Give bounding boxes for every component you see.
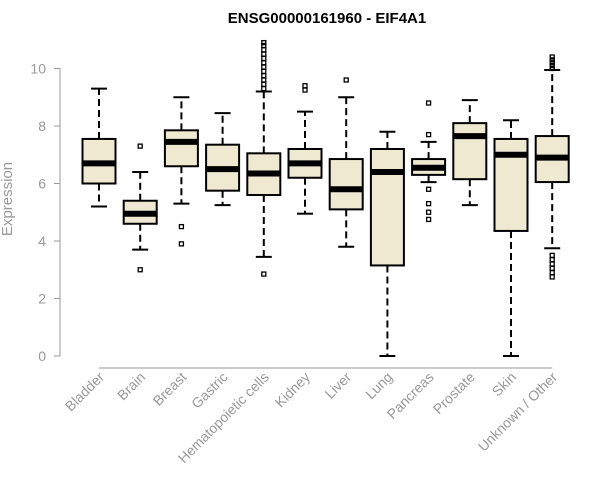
outlier-point: [343, 77, 349, 83]
box-iqr: [452, 122, 488, 181]
box-iqr: [163, 129, 199, 168]
outlier-point: [178, 223, 185, 230]
y-tick-label: 0: [38, 348, 46, 364]
y-tick-label: 10: [30, 61, 46, 77]
y-tick-label: 2: [38, 291, 46, 307]
outlier-point: [549, 57, 555, 63]
outlier-point: [137, 143, 143, 149]
outlier-point: [549, 261, 555, 267]
outlier-point: [261, 73, 267, 79]
x-tick-label: Bladder: [62, 369, 108, 415]
outlier-point: [549, 265, 555, 271]
outlier-point: [549, 274, 555, 280]
box-unknown-other: [534, 54, 570, 280]
outlier-point: [549, 257, 555, 263]
outlier-point: [425, 100, 432, 106]
box-iqr: [369, 148, 405, 267]
box-bladder: [81, 87, 117, 208]
outlier-point: [425, 216, 432, 223]
box-prostate: [452, 99, 488, 207]
outlier-point: [425, 209, 432, 215]
outlier-point: [261, 81, 267, 87]
outlier-point: [302, 83, 308, 89]
box-breast: [163, 96, 199, 247]
x-tick-label: Skin: [489, 369, 520, 400]
x-tick-label: Breast: [150, 369, 190, 409]
outlier-point: [178, 241, 185, 247]
outlier-point: [425, 200, 432, 207]
y-tick-label: 6: [38, 176, 46, 192]
outlier-point: [425, 186, 432, 192]
outlier-point: [261, 51, 267, 57]
outlier-point: [549, 65, 555, 72]
axes: 0 2 4 6 8 10: [30, 61, 553, 369]
outlier-point: [549, 60, 555, 66]
outlier-point: [261, 39, 267, 46]
outlier-point: [549, 54, 555, 60]
x-tick-label: Prostate: [430, 369, 478, 417]
box-pancreas: [411, 100, 447, 223]
outlier-point: [549, 269, 555, 276]
box-liver: [328, 77, 364, 248]
outlier-point: [261, 85, 267, 92]
outlier-point: [549, 252, 555, 259]
outlier-point: [549, 62, 555, 69]
y-tick-label: 8: [38, 118, 46, 134]
x-tick-label: Kidney: [272, 369, 314, 411]
box-lung: [369, 130, 405, 357]
outlier-point: [302, 87, 308, 93]
outlier-point: [261, 42, 267, 49]
x-tick-label: Liver: [322, 369, 355, 402]
outlier-point: [261, 55, 267, 62]
outlier-point: [261, 47, 267, 53]
boxes-group: [81, 39, 570, 357]
chart-title: ENSG00000161960 - EIF4A1: [228, 10, 426, 27]
x-tick-label: Brain: [114, 369, 148, 403]
outlier-point: [425, 131, 432, 138]
outlier-point: [261, 271, 267, 277]
outlier-point: [261, 60, 267, 66]
box-brain: [122, 143, 158, 273]
box-iqr: [328, 158, 364, 211]
box-gastric: [205, 112, 241, 207]
x-tick-label: Lung: [362, 369, 395, 402]
box-skin: [493, 119, 529, 357]
outlier-point: [137, 267, 143, 273]
y-tick-label: 4: [38, 233, 46, 249]
box-kidney: [287, 83, 323, 215]
outlier-point: [261, 64, 267, 70]
outlier-point: [261, 68, 267, 75]
box-hematopoietic-cells: [246, 39, 282, 277]
outlier-point: [261, 77, 267, 83]
y-axis-label: Expression: [0, 162, 16, 236]
